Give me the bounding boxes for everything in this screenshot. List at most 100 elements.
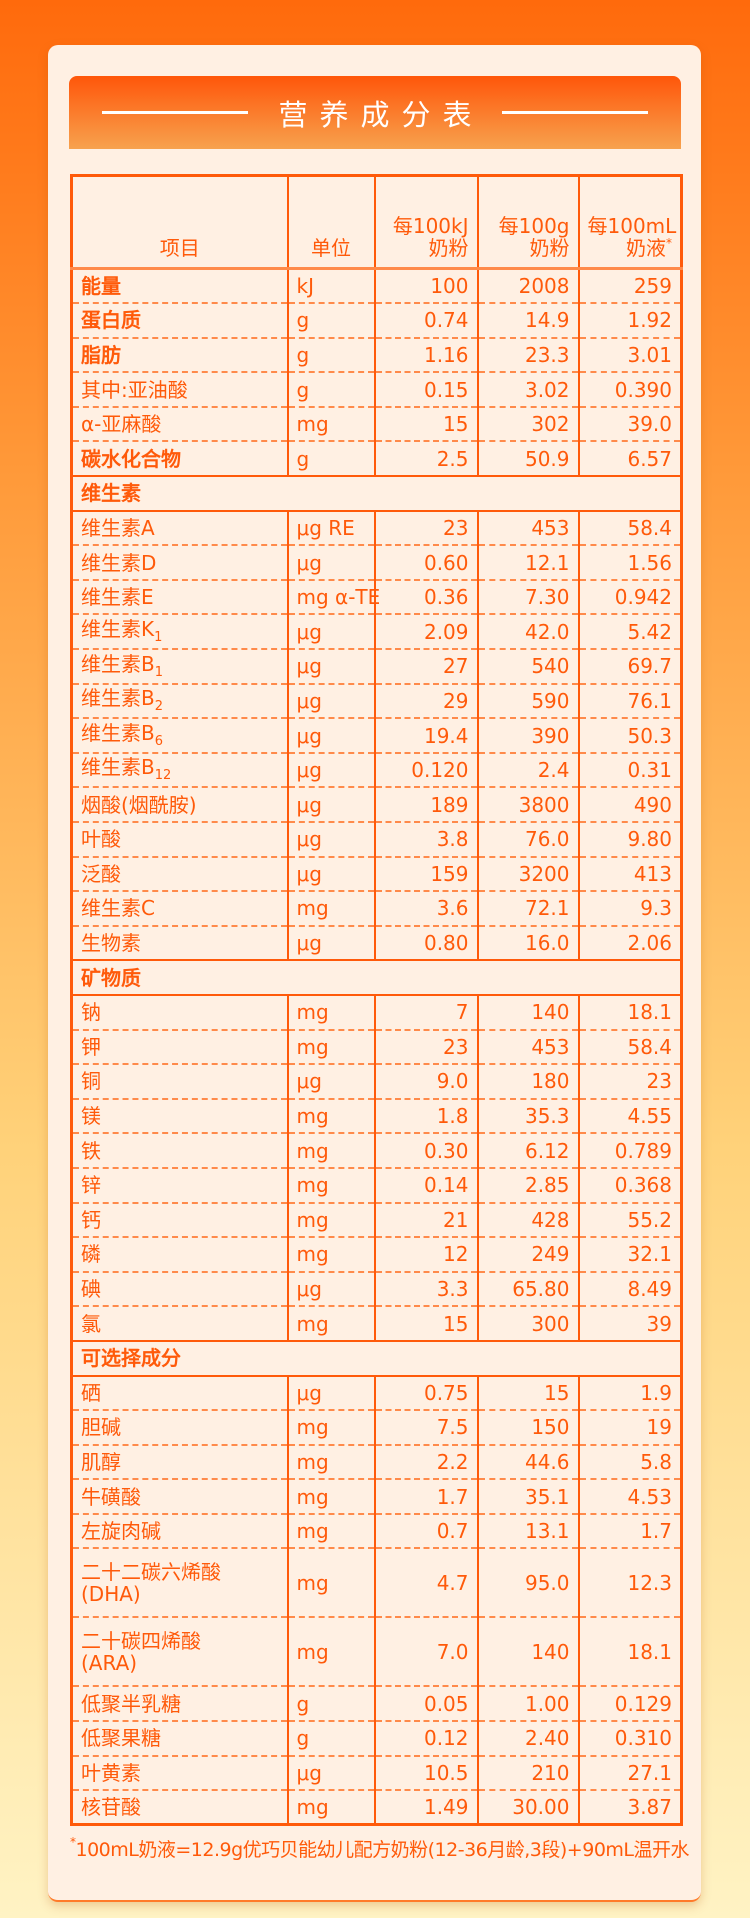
unit-cell: g [286,1685,375,1722]
per-100ml-value: 0.310 [577,1720,682,1756]
nutrient-name: 二十碳四烯酸 (ARA) [70,1616,288,1687]
table-row: 氯 mg 15 300 39 [70,1305,682,1341]
nutrient-name-text: 维生素A [81,515,155,540]
table-row: 二十二碳六烯酸 (DHA) mg 4.7 95.0 12.3 [70,1547,682,1618]
section-title: 维生素 [70,475,682,511]
per-100kj-value: 0.74 [373,302,478,338]
unit-cell: mg [286,1097,375,1134]
per-100ml-value: 3.87 [577,1789,682,1825]
per-100kj-value: 1.7 [373,1478,478,1514]
nutrient-name: 钠 [70,993,288,1030]
unit-cell: μg [286,648,375,684]
per-100g-value: 210 [476,1754,579,1791]
per-100g-value: 150 [476,1409,579,1445]
nutrient-name: 碳水化合物 [70,440,288,477]
table-row: 磷 mg 12 249 32.1 [70,1236,682,1272]
per-100kj-value: 0.14 [373,1166,478,1203]
nutrient-name-text: 低聚半乳糖 [81,1691,181,1716]
nutrient-name-text: 钠 [81,1000,101,1025]
per-100ml-value: 12.3 [577,1547,682,1618]
per-100kj-value: 10.5 [373,1754,478,1791]
nutrient-name: α-亚麻酸 [70,405,288,442]
nutrient-name: 烟酸(烟酰胺) [70,786,288,822]
per-100g-value: 7.30 [476,578,579,615]
unit-cell: mg α-TE [286,578,380,615]
per-100ml-value: 19 [577,1409,682,1445]
unit-cell: μg [286,751,375,788]
nutrient-name: 低聚半乳糖 [70,1685,288,1722]
unit-cell: mg [286,1789,375,1825]
per-100kj-value: 29 [373,682,478,719]
nutrient-name: 铁 [70,1132,288,1168]
per-100kj-value: 12 [373,1236,478,1272]
table-row: 钾 mg 23 453 58.4 [70,1028,682,1065]
nutrient-name-text: 铁 [81,1138,101,1163]
section-title: 矿物质 [70,959,682,995]
unit-cell: mg [286,1236,375,1272]
per-100g-value: 95.0 [476,1547,579,1618]
header-unit: 单位 [286,175,375,270]
per-100kj-value: 1.8 [373,1097,478,1134]
unit-cell: μg [286,786,375,822]
nutrient-name: 锌 [70,1166,288,1203]
per-100g-value: 300 [476,1305,579,1341]
unit-cell: g [286,336,375,373]
per-100kj-value: 0.120 [373,751,478,788]
per-100kj-value: 15 [373,405,478,442]
nutrient-name: 钙 [70,1201,288,1238]
per-100ml-value: 23 [577,1063,682,1099]
nutrient-name-text: 其中:亚油酸 [81,377,188,402]
per-100ml-value: 58.4 [577,509,682,546]
per-100kj-value: 189 [373,786,478,822]
table-row: 维生素E mg α-TE 0.36 7.30 0.942 [70,578,682,615]
footnote-text: 100mL奶液=12.9g优巧贝能幼儿配方奶粉(12-36月龄,3段)+90mL… [75,1839,690,1861]
table-row: 低聚果糖 g 0.12 2.40 0.310 [70,1720,682,1756]
per-100kj-value: 7.5 [373,1409,478,1445]
per-100g-value: 540 [476,648,579,684]
nutrient-name: 二十二碳六烯酸 (DHA) [70,1547,288,1618]
table-row: 其中:亚油酸 g 0.15 3.02 0.390 [70,371,682,407]
table-row: 脂肪 g 1.16 23.3 3.01 [70,336,682,373]
per-100kj-value: 19.4 [373,717,478,753]
per-100ml-value: 9.3 [577,890,682,926]
nutrient-subscript: 12 [154,768,172,784]
per-100kj-value: 100 [373,267,478,304]
table-row: 维生素B1 μg 27 540 69.7 [70,648,682,684]
per-100g-value: 30.00 [476,1789,579,1825]
per-100kj-value: 7.0 [373,1616,478,1687]
per-100g-value: 35.3 [476,1097,579,1134]
per-100g-value: 3.02 [476,371,579,407]
table-row: 胆碱 mg 7.5 150 19 [70,1409,682,1445]
unit-cell: mg [286,1478,375,1514]
per-100g-value: 23.3 [476,336,579,373]
header-per-100ml-label: 每100mL 奶液 [587,214,677,260]
per-100ml-value: 1.92 [577,302,682,338]
nutrient-name-text: 维生素B [81,755,155,780]
nutrient-name: 维生素B1 [70,648,288,684]
nutrient-name-text: 维生素D [81,550,157,575]
per-100g-value: 140 [476,993,579,1030]
per-100kj-value: 159 [373,855,478,892]
per-100g-value: 2.85 [476,1166,579,1203]
per-100kj-value: 2.2 [373,1443,478,1480]
unit-cell: g [286,1720,375,1756]
per-100ml-value: 27.1 [577,1754,682,1791]
per-100ml-value: 69.7 [577,648,682,684]
per-100g-value: 14.9 [476,302,579,338]
per-100kj-value: 0.05 [373,1685,478,1722]
title-divider-right [501,111,648,114]
nutrient-name-text: 牛磺酸 [81,1484,141,1509]
nutrient-name: 蛋白质 [70,302,288,338]
table-row: 烟酸(烟酰胺) μg 189 3800 490 [70,786,682,822]
per-100g-value: 42.0 [476,613,579,650]
nutrient-name-text: 钾 [81,1034,101,1059]
table-row: α-亚麻酸 mg 15 302 39.0 [70,405,682,442]
nutrient-name: 核苷酸 [70,1789,288,1825]
nutrient-name-text: 镁 [81,1104,101,1129]
nutrient-name: 维生素B6 [70,717,288,753]
table-row: 碳水化合物 g 2.5 50.9 6.57 [70,440,682,477]
unit-cell: mg [286,405,375,442]
per-100kj-value: 0.7 [373,1512,478,1549]
nutrient-name: 其中:亚油酸 [70,371,288,407]
nutrient-name-text: 维生素K [81,617,155,642]
